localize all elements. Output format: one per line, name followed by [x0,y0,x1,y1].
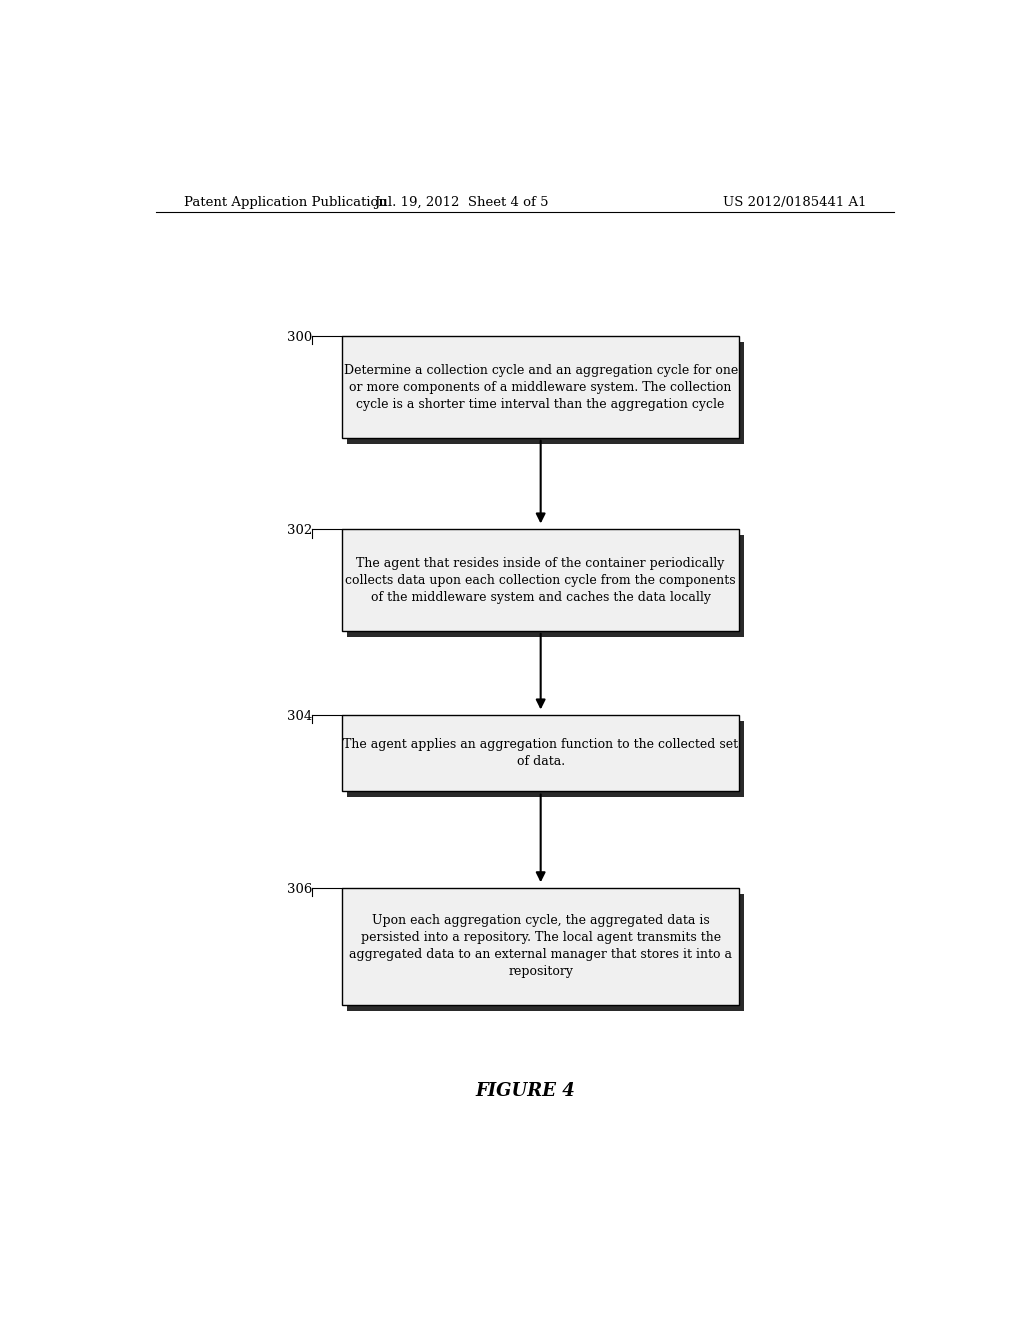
Bar [347,721,743,797]
Text: Jul. 19, 2012  Sheet 4 of 5: Jul. 19, 2012 Sheet 4 of 5 [374,195,549,209]
Text: 306: 306 [287,883,312,895]
Text: US 2012/0185441 A1: US 2012/0185441 A1 [723,195,866,209]
Text: FIGURE 4: FIGURE 4 [475,1082,574,1101]
Text: The agent applies an aggregation function to the collected set
of data.: The agent applies an aggregation functio… [343,738,738,768]
Text: 302: 302 [287,524,312,537]
Text: Determine a collection cycle and an aggregation cycle for one
or more components: Determine a collection cycle and an aggr… [343,363,738,411]
Text: 304: 304 [287,710,312,723]
Bar [342,337,739,438]
Text: 300: 300 [287,331,312,345]
Bar [342,529,739,631]
Bar [347,342,743,444]
Bar [347,894,743,1011]
Bar [347,536,743,638]
Text: The agent that resides inside of the container periodically
collects data upon e: The agent that resides inside of the con… [345,557,736,603]
Text: Patent Application Publication: Patent Application Publication [183,195,386,209]
Bar [342,887,739,1005]
Text: Upon each aggregation cycle, the aggregated data is
persisted into a repository.: Upon each aggregation cycle, the aggrega… [349,915,732,978]
Bar [342,715,739,791]
